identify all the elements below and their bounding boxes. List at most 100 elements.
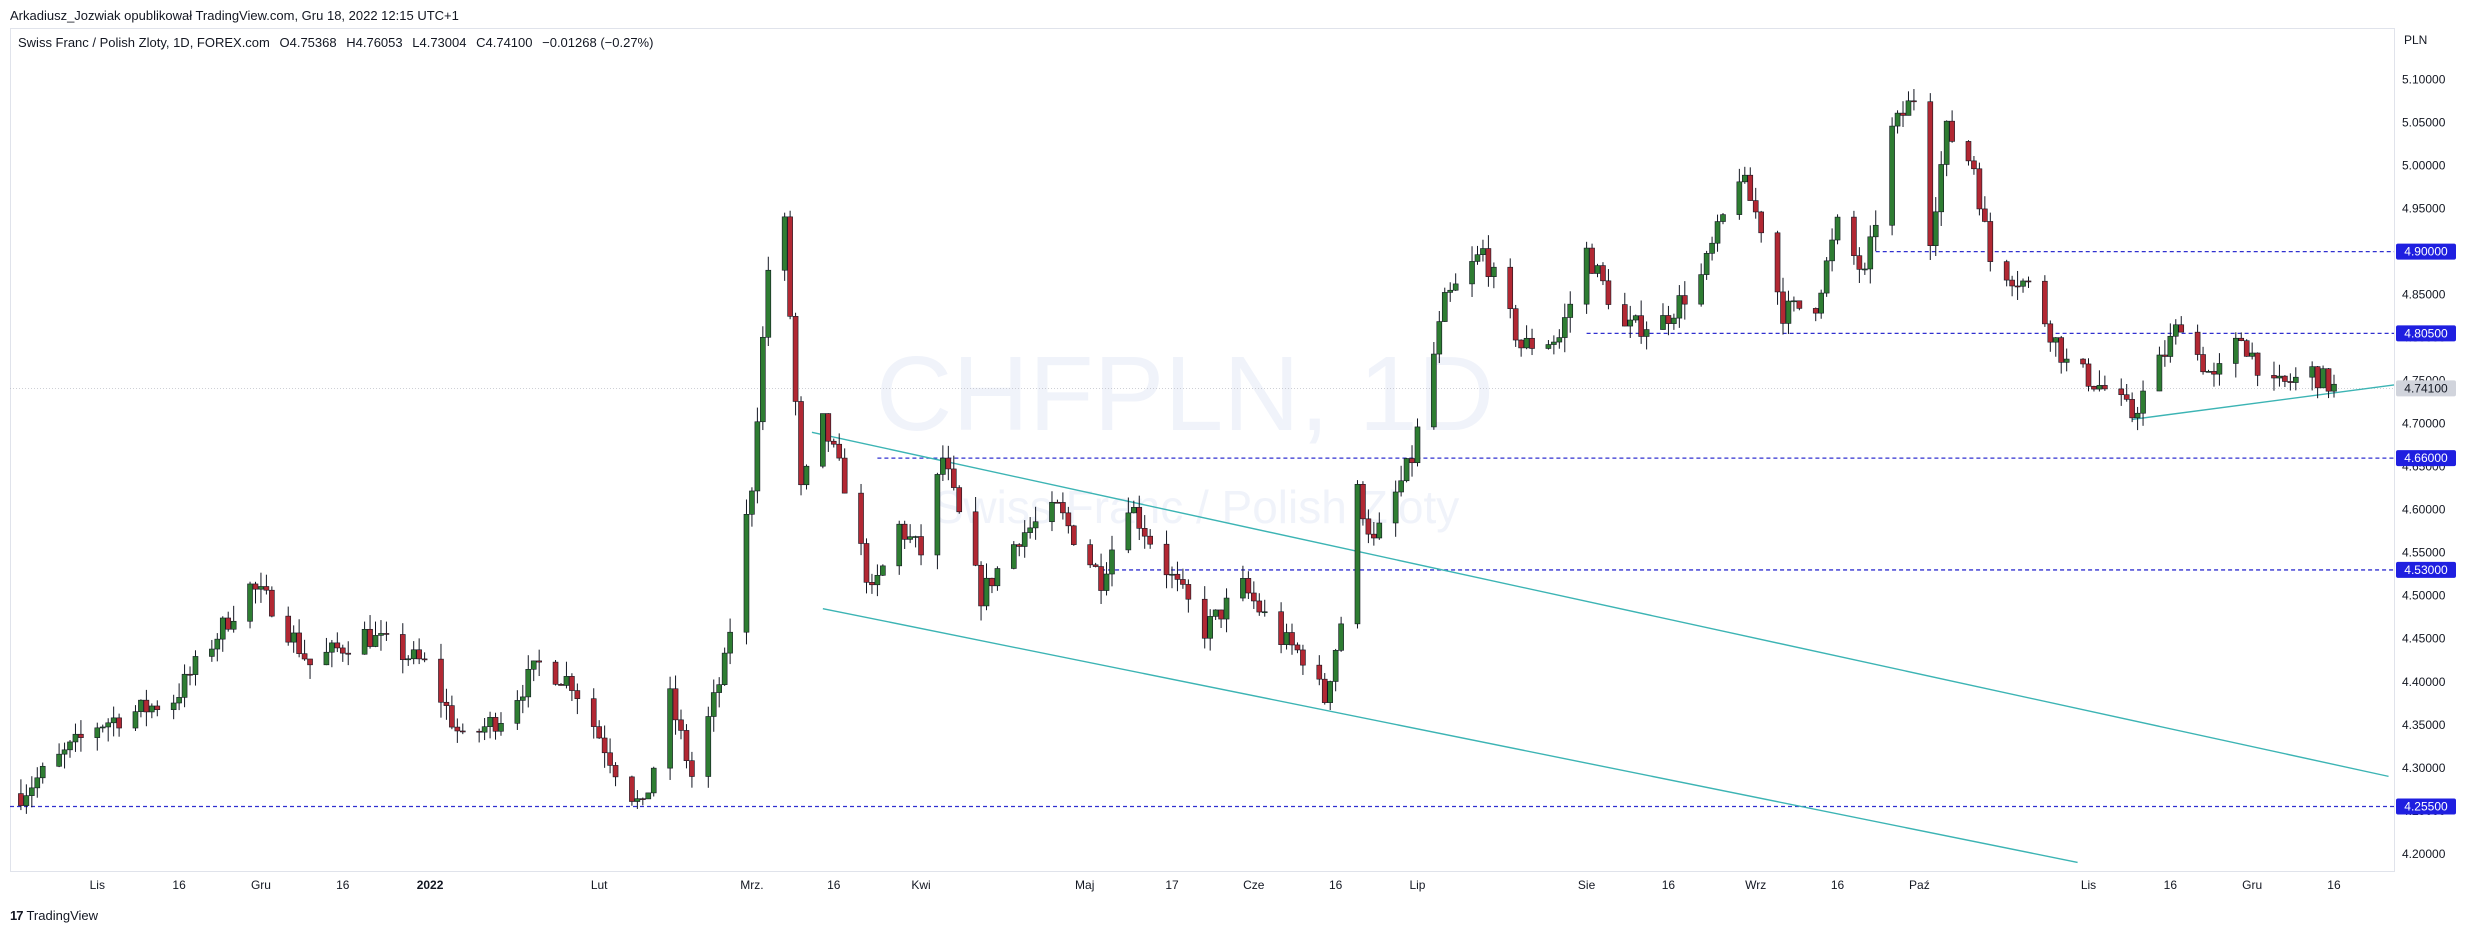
candle-body-204 bbox=[1567, 303, 1574, 318]
candle-body-274 bbox=[2102, 385, 2108, 390]
candle-body-41 bbox=[329, 642, 335, 653]
price-tick-label-6: 4.85000 bbox=[2402, 288, 2446, 302]
candle-body-251 bbox=[1932, 211, 1939, 246]
candle-body-108 bbox=[836, 443, 843, 459]
candle-body-89 bbox=[689, 760, 695, 777]
candle-body-262 bbox=[2014, 285, 2021, 288]
candle-body-297 bbox=[2282, 375, 2288, 382]
candle-body-171 bbox=[1321, 678, 1328, 703]
candle-body-302 bbox=[2320, 368, 2326, 389]
price-tick-label-1: 5.10000 bbox=[2402, 73, 2446, 87]
candle-body-68 bbox=[530, 660, 537, 670]
candle-body-20 bbox=[170, 702, 177, 711]
candle-body-175 bbox=[1354, 484, 1361, 625]
candle-body-54 bbox=[421, 658, 428, 661]
candle-body-300 bbox=[2309, 366, 2315, 378]
candle-body-24 bbox=[192, 656, 199, 675]
candle-body-32 bbox=[258, 586, 264, 590]
watermark-name: Swiss Franc / Polish Zloty bbox=[933, 481, 1460, 533]
candle-body-233 bbox=[1791, 300, 1797, 303]
candle-body-212 bbox=[1632, 315, 1639, 321]
candle-body-154 bbox=[1185, 584, 1192, 600]
time-tick-label-13: Lip bbox=[1409, 878, 1425, 892]
candle-body-168 bbox=[1294, 644, 1301, 651]
price-tick-label-3: 5.00000 bbox=[2402, 159, 2446, 173]
time-tick-label-12: 16 bbox=[1329, 878, 1343, 892]
time-tick-label-11: Cze bbox=[1243, 878, 1265, 892]
level-badge-label-0: 4.90000 bbox=[2404, 245, 2448, 259]
candle-body-117 bbox=[907, 536, 913, 540]
candle-body-264 bbox=[2025, 280, 2032, 283]
candle-body-60 bbox=[476, 730, 482, 733]
candle-body-124 bbox=[956, 487, 963, 513]
candle-body-226 bbox=[1742, 174, 1748, 183]
candle-body-63 bbox=[492, 717, 499, 732]
candle-body-95 bbox=[743, 514, 750, 633]
candle-body-167 bbox=[1289, 632, 1295, 646]
candle-body-126 bbox=[978, 564, 984, 607]
candle-body-42 bbox=[334, 642, 341, 649]
current-price-label: 4.74100 bbox=[2404, 381, 2448, 395]
candle-body-94 bbox=[727, 631, 733, 654]
candle-body-273 bbox=[2096, 385, 2103, 390]
candle-body-245 bbox=[1889, 125, 1895, 226]
candle-body-296 bbox=[2276, 375, 2283, 379]
candle-body-144 bbox=[1109, 549, 1115, 575]
candle-body-25 bbox=[209, 648, 215, 657]
price-tick-label-4: 4.95000 bbox=[2402, 202, 2446, 216]
candle-body-77 bbox=[601, 737, 608, 754]
candle-body-149 bbox=[1147, 535, 1153, 545]
watermark-symbol: CHFPLN, 1D bbox=[876, 335, 1494, 453]
candle-body-62 bbox=[487, 717, 493, 727]
candle-body-104 bbox=[803, 465, 810, 486]
candle-body-110 bbox=[858, 492, 864, 544]
candle-body-120 bbox=[934, 474, 941, 556]
candle-body-80 bbox=[629, 776, 635, 802]
candle-body-162 bbox=[1251, 592, 1257, 602]
candle-body-299 bbox=[2293, 376, 2299, 383]
candle-body-258 bbox=[1982, 208, 1988, 222]
candle-body-295 bbox=[2271, 375, 2277, 379]
candle-body-57 bbox=[449, 705, 455, 728]
candle-body-135 bbox=[1049, 501, 1055, 523]
candle-body-96 bbox=[749, 490, 755, 515]
candle-body-131 bbox=[1016, 544, 1023, 547]
candle-body-207 bbox=[1594, 265, 1601, 274]
candle-body-44 bbox=[345, 652, 352, 655]
time-tick-label-1: 16 bbox=[172, 878, 186, 892]
candle-body-33 bbox=[263, 586, 270, 591]
currency-label: PLN bbox=[2404, 33, 2427, 47]
candle-body-148 bbox=[1141, 528, 1148, 537]
candle-body-98 bbox=[760, 336, 766, 423]
time-tick-label-19: Lis bbox=[2081, 878, 2096, 892]
candle-body-239 bbox=[1834, 216, 1841, 241]
candle-body-100 bbox=[781, 216, 788, 271]
candle-body-109 bbox=[841, 457, 848, 494]
legend-close: C4.74100 bbox=[476, 35, 533, 50]
candle-body-12 bbox=[105, 722, 111, 728]
candle-body-280 bbox=[2156, 354, 2163, 392]
time-tick-label-20: 16 bbox=[2164, 878, 2178, 892]
footer[interactable]: 17 TradingView bbox=[10, 908, 98, 923]
candle-body-85 bbox=[667, 688, 673, 769]
candle-body-17 bbox=[143, 699, 150, 713]
candle-body-72 bbox=[563, 676, 570, 686]
candle-body-209 bbox=[1605, 280, 1612, 305]
candle-body-177 bbox=[1365, 518, 1372, 535]
candle-body-65 bbox=[514, 700, 521, 724]
candle-body-130 bbox=[1010, 544, 1017, 569]
candle-body-84 bbox=[650, 767, 657, 794]
candle-body-217 bbox=[1671, 317, 1677, 324]
candle-body-198 bbox=[1523, 337, 1530, 349]
time-tick-label-8: Kwi bbox=[911, 878, 930, 892]
price-tags: 4.90000 4.80500 4.66000 4.53000 4.25500 4.741… bbox=[2396, 243, 2456, 815]
candle-body-3 bbox=[34, 777, 41, 789]
candle-body-255 bbox=[1965, 141, 1972, 162]
price-tick-label-15: 4.40000 bbox=[2402, 675, 2446, 689]
candle-body-13 bbox=[110, 717, 117, 724]
publisher-line: Arkadiusz_Jozwiak opublikował TradingVie… bbox=[10, 8, 459, 23]
candle-body-53 bbox=[416, 649, 422, 660]
candle-body-66 bbox=[520, 696, 526, 701]
candle-body-45 bbox=[361, 628, 368, 655]
